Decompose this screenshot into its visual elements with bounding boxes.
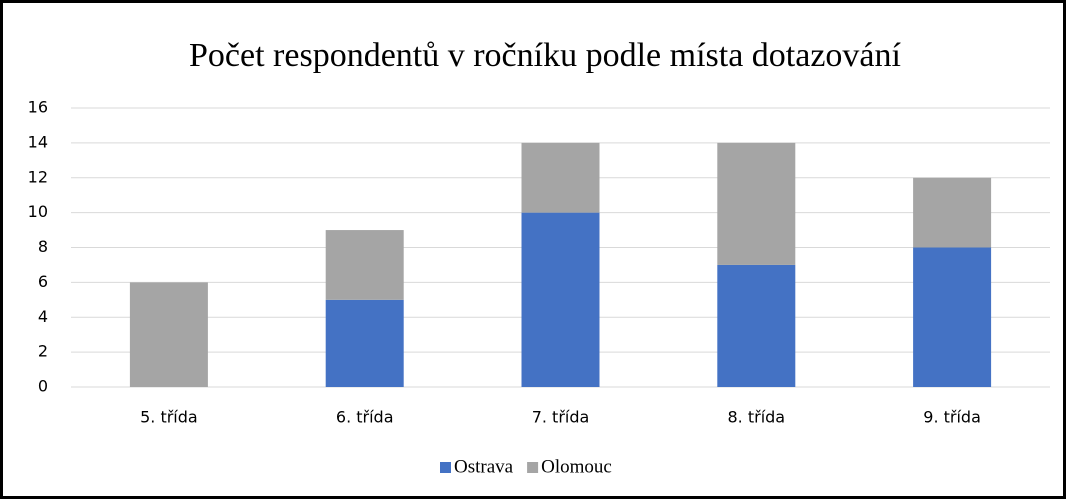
bar-segment	[717, 142, 796, 265]
y-tick-label: 10	[28, 202, 48, 221]
y-tick-label: 12	[28, 167, 48, 186]
legend-label: Ostrava	[454, 456, 514, 477]
x-tick-label: 7. třída	[532, 408, 590, 427]
y-tick-label: 14	[28, 132, 48, 151]
x-tick-label: 9. třída	[923, 408, 981, 427]
bar-segment	[325, 299, 404, 387]
bar-segment	[913, 177, 992, 248]
x-tick-label: 6. třída	[336, 408, 394, 427]
x-tick-label: 8. třída	[727, 408, 785, 427]
bar-segment	[521, 212, 600, 387]
y-tick-label: 4	[38, 307, 48, 326]
bar-segment	[913, 247, 992, 387]
bar-segment	[325, 230, 404, 300]
bar-segment	[129, 282, 208, 387]
chart-title: Počet respondentů v ročníku podle místa …	[189, 37, 901, 74]
bar-segment	[521, 142, 600, 213]
bar-segment	[717, 264, 796, 387]
y-tick-label: 0	[38, 377, 48, 396]
y-tick-label: 16	[28, 98, 48, 117]
y-tick-label: 8	[38, 237, 48, 256]
x-tick-label: 5. třída	[140, 408, 198, 427]
legend-label: Olomouc	[541, 456, 612, 477]
legend-swatch	[527, 462, 539, 473]
legend-swatch	[440, 462, 451, 473]
y-tick-label: 2	[38, 342, 48, 361]
y-tick-label: 6	[38, 272, 48, 291]
